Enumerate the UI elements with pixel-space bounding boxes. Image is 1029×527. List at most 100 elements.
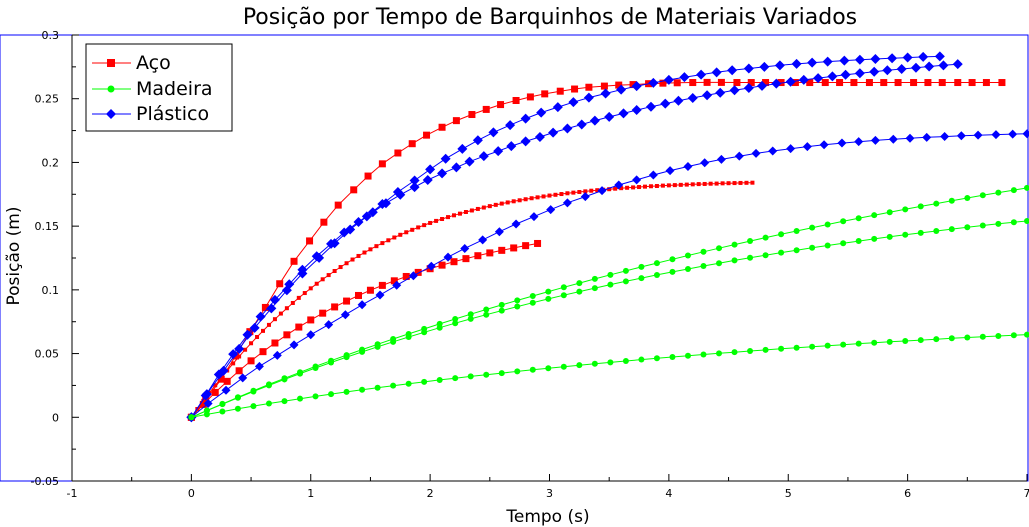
- data-point: [250, 403, 257, 410]
- data-point: [408, 140, 416, 148]
- y-axis-panel: [0, 34, 73, 482]
- data-point: [654, 184, 659, 189]
- data-point: [469, 208, 474, 213]
- data-point: [948, 335, 955, 342]
- x-tick-label: 3: [546, 487, 553, 500]
- data-point: [234, 405, 241, 412]
- data-point: [562, 123, 573, 134]
- data-point: [702, 90, 713, 101]
- series-aco-0: [187, 78, 1006, 421]
- legend-marker-madeira: [107, 85, 115, 93]
- data-point: [607, 271, 614, 278]
- data-point: [768, 146, 778, 156]
- data-point: [344, 261, 349, 266]
- data-point: [759, 61, 770, 72]
- x-tick-label: 1: [307, 487, 314, 500]
- data-point: [910, 79, 918, 87]
- data-point: [408, 271, 418, 281]
- data-point: [631, 81, 642, 92]
- data-point: [428, 220, 433, 225]
- data-point: [629, 81, 637, 89]
- legend-marker-aco: [107, 59, 115, 67]
- data-point: [289, 340, 299, 350]
- data-point: [964, 334, 971, 341]
- data-point: [199, 400, 207, 408]
- data-point: [392, 186, 403, 197]
- data-point: [622, 357, 629, 364]
- data-point: [297, 395, 304, 402]
- data-point: [331, 303, 339, 311]
- data-point: [483, 371, 490, 378]
- data-point: [343, 354, 350, 361]
- data-point: [638, 356, 645, 363]
- data-point: [545, 295, 552, 302]
- data-point: [443, 252, 453, 262]
- data-point: [716, 350, 723, 357]
- data-point: [377, 198, 388, 209]
- data-point: [855, 238, 862, 245]
- data-point: [673, 79, 681, 87]
- data-point: [700, 158, 710, 168]
- data-point: [696, 182, 701, 187]
- series-line: [190, 55, 940, 418]
- data-point: [600, 82, 608, 90]
- data-point: [1010, 187, 1017, 194]
- data-point: [514, 303, 521, 310]
- data-point: [756, 80, 767, 91]
- data-point: [648, 184, 653, 189]
- y-tick-label: 0.3: [42, 29, 60, 42]
- data-point: [436, 324, 443, 331]
- data-point: [266, 303, 277, 314]
- data-point: [261, 303, 269, 311]
- data-point: [493, 202, 498, 207]
- data-point: [917, 337, 924, 344]
- data-point: [839, 55, 850, 66]
- data-point: [203, 399, 213, 409]
- data-point: [511, 219, 521, 229]
- data-point: [964, 194, 971, 201]
- data-point: [732, 181, 737, 186]
- data-point: [824, 342, 831, 349]
- data-point: [840, 69, 851, 80]
- data-point: [850, 79, 858, 87]
- data-point: [283, 331, 291, 339]
- series-plastico-4: [186, 51, 945, 423]
- data-point: [437, 168, 448, 179]
- data-point: [731, 241, 738, 248]
- data-point: [938, 79, 946, 87]
- data-point: [219, 401, 226, 408]
- data-point: [529, 366, 536, 373]
- data-point: [271, 339, 279, 347]
- data-point: [276, 280, 284, 288]
- data-point: [218, 365, 229, 376]
- data-point: [948, 226, 955, 233]
- data-point: [483, 306, 490, 313]
- data-point: [520, 113, 531, 124]
- data-point: [534, 131, 545, 142]
- data-point: [995, 220, 1002, 227]
- data-point: [452, 375, 459, 382]
- series-aco-2: [189, 180, 755, 420]
- data-point: [452, 316, 459, 323]
- data-point: [254, 361, 264, 371]
- data-point: [362, 250, 367, 255]
- data-point: [886, 209, 893, 216]
- data-point: [827, 71, 838, 82]
- data-point: [982, 79, 990, 87]
- data-point: [968, 79, 976, 87]
- data-point: [591, 275, 598, 282]
- data-point: [684, 252, 691, 259]
- data-point: [534, 239, 542, 247]
- data-point: [410, 227, 415, 232]
- data-point: [678, 182, 683, 187]
- data-point: [887, 53, 898, 64]
- data-point: [505, 120, 516, 131]
- data-point: [924, 79, 932, 87]
- data-point: [326, 273, 331, 278]
- data-point: [266, 322, 271, 327]
- data-point: [809, 224, 816, 231]
- data-point: [356, 253, 361, 258]
- data-point: [643, 184, 647, 189]
- data-point: [653, 260, 660, 267]
- data-point: [312, 393, 319, 400]
